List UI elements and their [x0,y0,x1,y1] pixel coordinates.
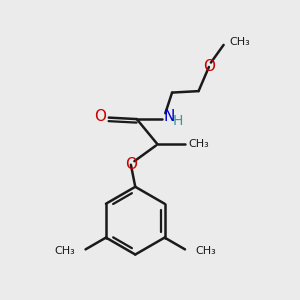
Text: H: H [173,114,183,128]
Text: O: O [94,109,106,124]
Text: CH₃: CH₃ [230,37,250,47]
Text: CH₃: CH₃ [195,246,216,256]
Text: CH₃: CH₃ [55,246,75,256]
Text: CH₃: CH₃ [188,139,209,149]
Text: O: O [125,157,137,172]
Text: N: N [163,109,175,124]
Text: O: O [203,59,215,74]
